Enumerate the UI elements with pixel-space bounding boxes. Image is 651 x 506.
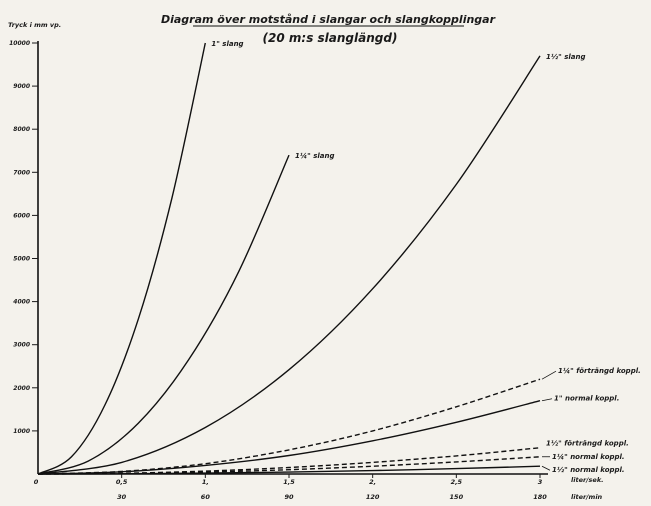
y-tick-label: 6000 [13,212,30,219]
chart-subtitle: (20 m:s slanglängd) [263,31,398,45]
y-tick-label: 9000 [13,83,30,90]
x2-tick-label: 180 [533,493,547,501]
x-axis-title-secondary: liter/min [571,493,603,501]
x2-tick-label: 150 [450,493,464,501]
y-tick-label: 7000 [13,169,30,176]
chart-title: Diagram över motstånd i slangar och slan… [161,13,496,26]
series-label: 1½" förträngd koppl. [546,440,629,448]
series-line [37,55,541,475]
origin-label: 0 [34,478,39,486]
x2-tick-label: 30 [117,493,127,501]
y-tick-label: 2000 [13,385,30,392]
series-label-leader [541,398,553,402]
y-tick-label: 8000 [13,126,30,133]
x-tick-label: 2,5 [451,478,463,486]
y-tick-label: 3000 [13,342,30,349]
series-line [37,154,290,475]
series-label: 1" slang [211,40,243,48]
y-tick-label: 5000 [13,256,30,263]
x2-tick-label: 120 [366,493,380,501]
x-tick-label: 1, [202,478,209,486]
series-label-leader [541,370,557,380]
x-axis-title-primary: liter/sek. [571,476,604,484]
series-line [37,42,206,475]
series-label: 1" normal koppl. [554,395,619,403]
series-label: 1¼" förträngd koppl. [558,367,641,375]
x-tick-label: 2, [369,478,376,486]
series-label: 1¼" normal koppl. [552,453,625,461]
y-tick-label: 1000 [13,428,30,435]
y-tick-label: 4000 [13,299,30,306]
series-label: 1½" normal koppl. [552,466,625,474]
series-line [37,378,541,475]
x2-tick-label: 60 [201,493,211,501]
x-tick-label: 3 [538,478,543,486]
x-tick-label: 1,5 [283,478,295,486]
series-line [37,400,541,475]
series-label: 1½" slang [546,53,585,61]
x-tick-label: 0,5 [116,478,128,486]
series-label: 1¼" slang [295,152,334,160]
y-axis-title: Tryck i mm vp. [8,21,61,29]
y-tick-label: 10000 [9,40,30,47]
x2-tick-label: 90 [284,493,294,501]
series-line [37,465,541,475]
series-label-leader [541,465,551,471]
